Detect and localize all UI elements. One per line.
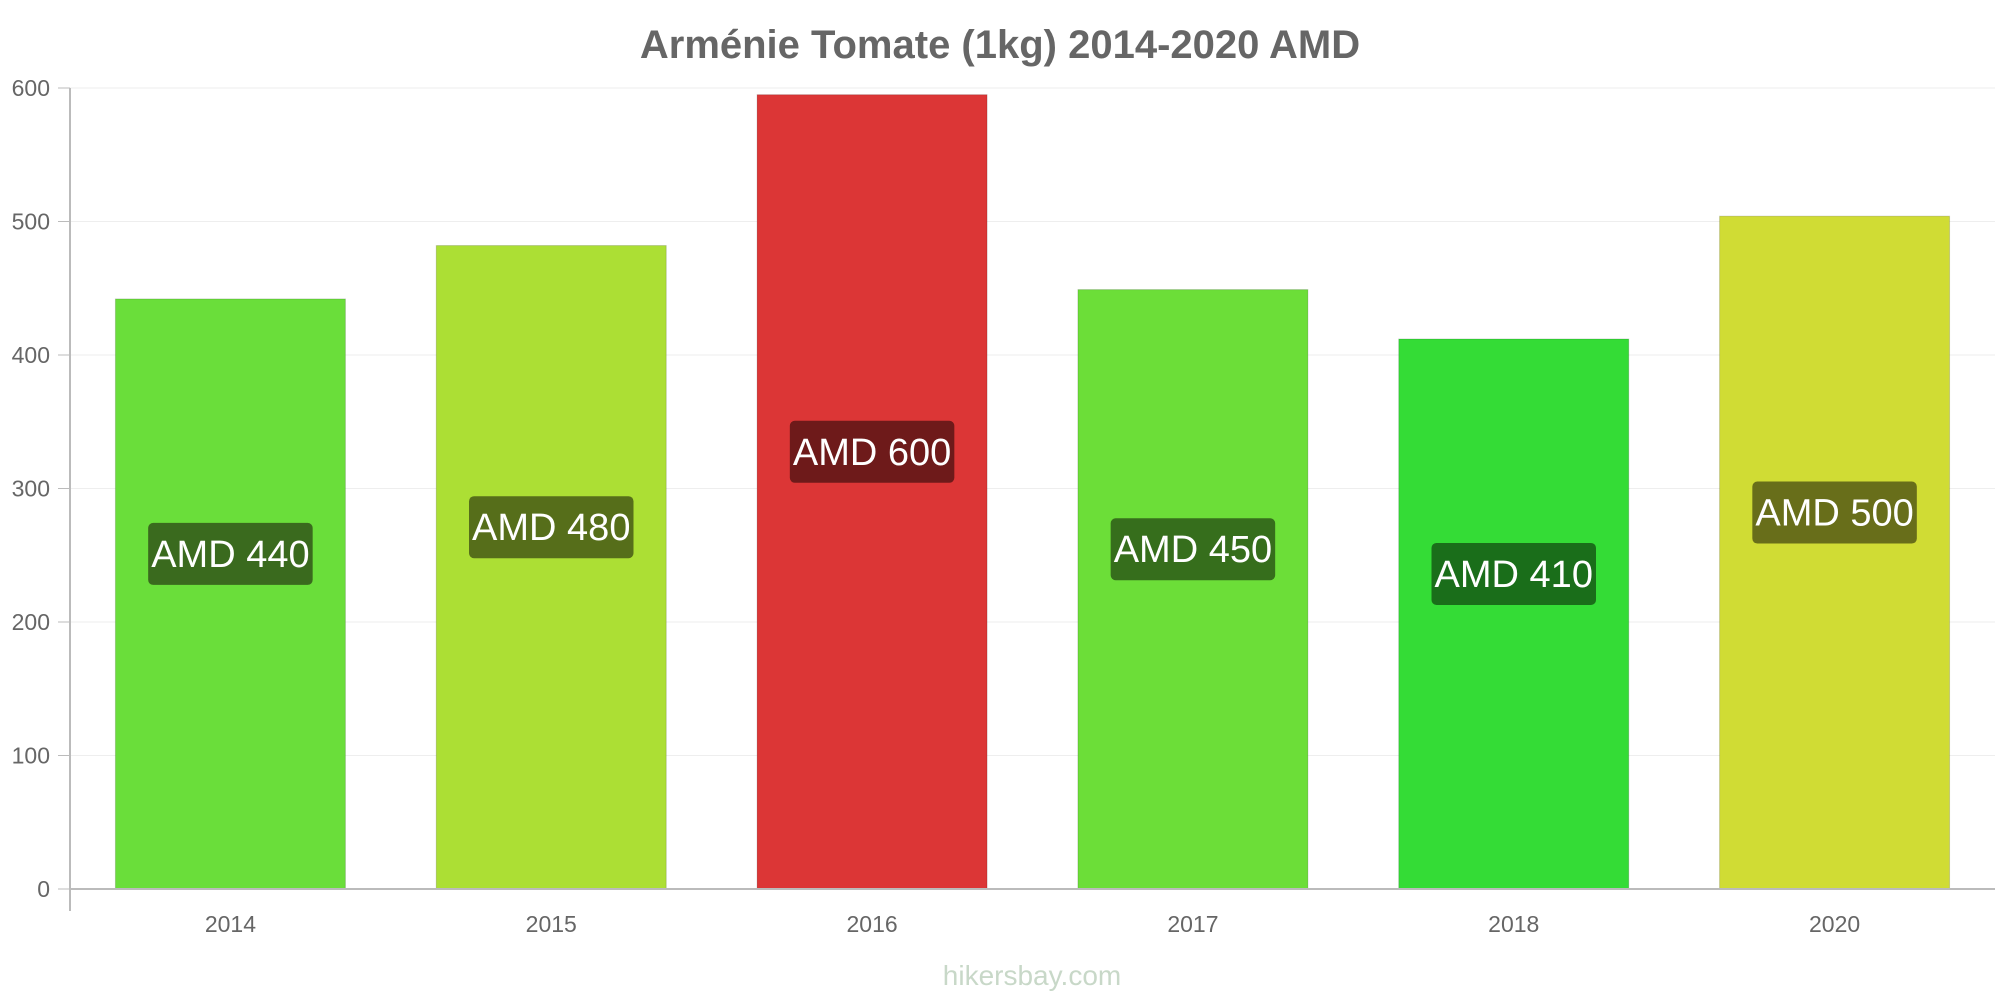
data-label: AMD 440	[151, 534, 309, 576]
y-tick-label: 100	[12, 743, 50, 769]
y-tick-label: 0	[37, 876, 50, 902]
data-label: AMD 410	[1435, 554, 1593, 596]
data-label-box	[148, 522, 313, 585]
y-tick-label: 600	[12, 75, 50, 101]
bar-2016	[756, 94, 988, 890]
y-tick-label: 400	[12, 342, 50, 368]
data-label: AMD 600	[793, 432, 951, 474]
bar-2018	[1398, 338, 1630, 890]
bar-2020	[1719, 215, 1951, 890]
bar-2017	[1077, 289, 1309, 890]
data-label: AMD 450	[1114, 529, 1272, 571]
data-label: AMD 500	[1755, 493, 1913, 535]
x-tick-label: 2020	[1809, 911, 1860, 937]
bar-2014	[114, 298, 346, 890]
x-tick-label: 2018	[1488, 911, 1539, 937]
data-label: AMD 480	[472, 507, 630, 549]
watermark: hikersbay.com	[943, 960, 1121, 991]
x-tick-label: 2016	[846, 911, 897, 937]
x-tick-label: 2015	[526, 911, 577, 937]
chart-title: Arménie Tomate (1kg) 2014-2020 AMD	[640, 23, 1360, 67]
x-tick-label: 2017	[1167, 911, 1218, 937]
bar-2015	[435, 245, 667, 890]
y-tick-label: 200	[12, 609, 50, 635]
y-tick-label: 300	[12, 476, 50, 502]
data-label-box	[1752, 481, 1917, 544]
y-tick-label: 500	[12, 209, 50, 235]
x-tick-label: 2014	[205, 911, 256, 937]
data-label-box	[789, 420, 955, 483]
data-label-box	[469, 496, 634, 559]
data-label-box	[1431, 542, 1596, 605]
data-label-box	[1110, 518, 1276, 581]
